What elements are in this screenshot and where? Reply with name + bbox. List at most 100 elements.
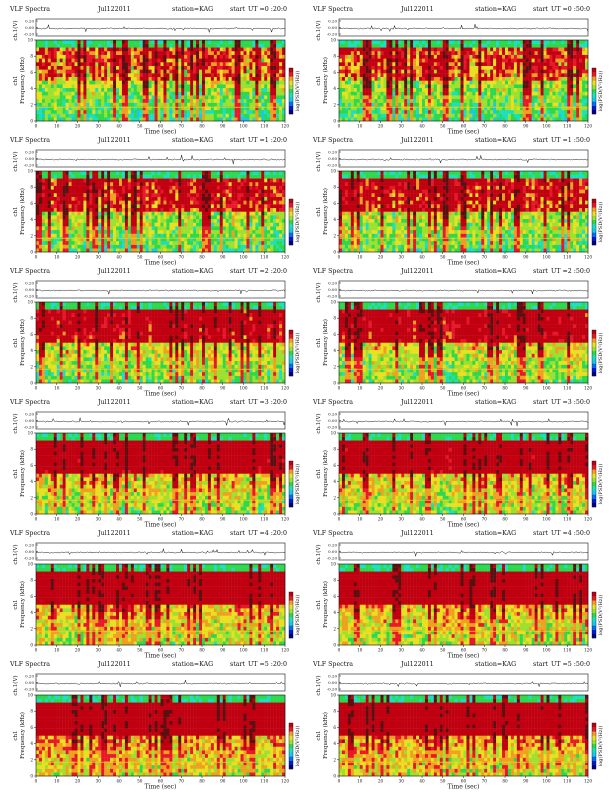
spectrogram-cell bbox=[62, 218, 66, 223]
spectrogram-cell bbox=[407, 84, 411, 89]
spectrogram-cell bbox=[95, 171, 99, 175]
spectrogram-cell bbox=[356, 47, 360, 52]
spectrogram-cell bbox=[169, 106, 173, 111]
spectrogram-cell bbox=[175, 207, 179, 212]
spectrogram-cell bbox=[178, 40, 182, 44]
spectrogram-cell bbox=[187, 102, 191, 107]
spectrogram-cell bbox=[184, 102, 188, 107]
spectrogram-cell bbox=[341, 102, 346, 107]
spectrogram-cell bbox=[228, 69, 232, 74]
spectrogram-cell bbox=[38, 73, 43, 78]
spectrogram-cell bbox=[71, 76, 75, 81]
spectrogram-cell bbox=[38, 182, 43, 186]
spectrogram-cell bbox=[92, 229, 96, 234]
spectrogram-cell bbox=[110, 207, 114, 212]
spectrogram-cell bbox=[166, 65, 170, 70]
spectrogram-cell bbox=[92, 237, 96, 242]
spectrogram-cell bbox=[573, 95, 577, 100]
spectrogram-cell bbox=[478, 43, 482, 48]
spectrogram-cell bbox=[537, 102, 541, 107]
spectrogram-cell bbox=[261, 87, 265, 92]
spectrogram-cell bbox=[543, 117, 547, 122]
spectrogram-cell bbox=[130, 174, 135, 179]
spectrogram-cell bbox=[579, 84, 583, 89]
spectrogram-cell bbox=[145, 109, 149, 114]
spectrogram-cell bbox=[169, 182, 173, 186]
x-tick-label: 10 bbox=[357, 124, 363, 129]
spectrogram-cell bbox=[172, 237, 176, 242]
spectrogram-cell bbox=[231, 113, 235, 118]
spectrogram-cell bbox=[59, 40, 63, 44]
spectrogram-cell bbox=[44, 193, 49, 197]
spectrogram-cell bbox=[193, 109, 197, 114]
spectrogram-cell bbox=[44, 185, 49, 190]
spectrogram-cell bbox=[136, 244, 140, 249]
spectrogram-cell bbox=[454, 117, 458, 122]
spectrogram-cell bbox=[433, 84, 438, 89]
spectrogram-cell bbox=[451, 95, 455, 100]
spectrogram-cell bbox=[576, 106, 580, 111]
spectrogram-cell bbox=[50, 80, 54, 85]
spectrogram-cell bbox=[481, 102, 485, 107]
spectrogram-cell bbox=[469, 73, 473, 78]
spectrogram-cell bbox=[419, 58, 423, 63]
spectrogram-cell bbox=[190, 102, 194, 107]
spectrogram-cell bbox=[36, 51, 40, 55]
spectrogram-cell bbox=[166, 58, 170, 63]
spectrogram-cell bbox=[496, 91, 500, 96]
spectrogram-cell bbox=[404, 47, 408, 52]
spectrogram-cell bbox=[534, 76, 538, 81]
spectrogram-cell bbox=[139, 211, 143, 216]
spectrogram-cell bbox=[496, 40, 500, 44]
spectrogram-cell bbox=[513, 47, 518, 52]
spectrogram-cell bbox=[77, 222, 81, 227]
spectrogram-cell bbox=[86, 229, 90, 234]
spectrogram-cell bbox=[365, 40, 369, 44]
spectrogram-cell bbox=[104, 54, 108, 59]
spectrogram-cell bbox=[225, 62, 229, 66]
spectrogram-cell bbox=[110, 204, 114, 209]
spectrogram-cell bbox=[104, 244, 108, 249]
spectrogram-cell bbox=[181, 211, 185, 216]
spectrogram-cell bbox=[101, 87, 105, 92]
spectrogram-cell bbox=[59, 113, 63, 118]
spectrogram-cell bbox=[80, 109, 84, 114]
spectrogram-cell bbox=[427, 43, 432, 48]
spectrogram-cell bbox=[219, 95, 223, 100]
spectrogram-cell bbox=[469, 58, 473, 63]
spectrogram-cell bbox=[62, 95, 66, 100]
spectrogram-cell bbox=[353, 87, 357, 92]
spectrogram-cell bbox=[430, 87, 435, 92]
spectrogram-cell bbox=[98, 222, 102, 227]
spectrogram-cell bbox=[419, 91, 423, 96]
spectrogram-cell bbox=[439, 98, 443, 103]
spectrogram-cell bbox=[80, 51, 84, 55]
spectrogram-cell bbox=[255, 106, 259, 111]
spectrogram-cell bbox=[145, 204, 149, 209]
spectrogram-cell bbox=[225, 43, 229, 48]
spectrogram-cell bbox=[74, 58, 78, 63]
spectrogram-cell bbox=[136, 222, 140, 227]
spectrogram-cell bbox=[110, 54, 114, 59]
spectrogram-cell bbox=[142, 80, 146, 85]
spectrogram-cell bbox=[356, 54, 360, 59]
spectrogram-cell bbox=[124, 178, 129, 183]
spectrogram-cell bbox=[546, 91, 550, 96]
spectrogram-cell bbox=[193, 117, 197, 122]
spectrogram-cell bbox=[36, 113, 40, 118]
spectrogram-cell bbox=[564, 117, 568, 122]
spectrogram-cell bbox=[555, 73, 559, 78]
spectrogram-cell bbox=[404, 102, 408, 107]
spectrogram-cell bbox=[169, 87, 173, 92]
spectrogram-cell bbox=[398, 54, 402, 59]
spectrogram-cell bbox=[166, 87, 170, 92]
spectrogram-cell bbox=[44, 98, 49, 103]
spectrogram-cell bbox=[267, 102, 271, 107]
spectrogram-cell bbox=[499, 106, 503, 111]
spectrogram-cell bbox=[68, 244, 72, 249]
spectrogram-cell bbox=[219, 73, 223, 78]
spectrogram-cell bbox=[68, 189, 72, 194]
spectrogram-cell bbox=[561, 80, 565, 85]
spectrogram-cell bbox=[193, 102, 197, 107]
spectrogram-cell bbox=[86, 200, 90, 205]
